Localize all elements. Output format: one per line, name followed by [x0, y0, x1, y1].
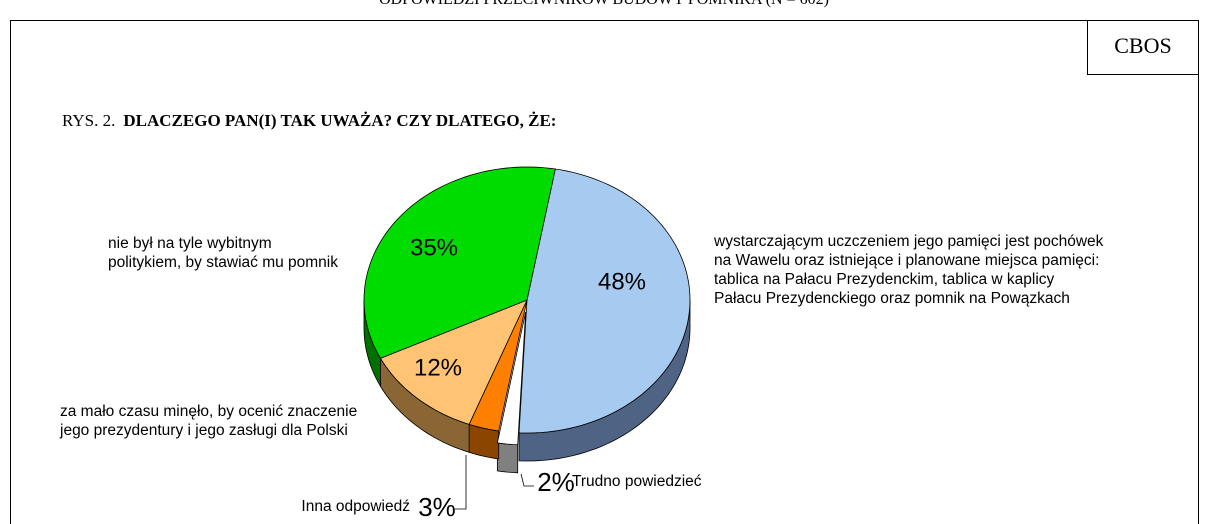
slice — [379, 299, 528, 425]
slice — [363, 166, 556, 359]
header-line: ODPOWIEDZI PRZECIWNIKÓW BUDOWY POMNIKA (… — [379, 0, 829, 8]
leader-line — [455, 455, 467, 510]
value-label: 2% — [537, 467, 575, 497]
chart-title: DLACZEGO PAN(I) TAK UWAŻA? CZY DLATEGO, … — [123, 111, 556, 130]
frame — [10, 20, 1199, 524]
value-label: 12% — [414, 354, 462, 381]
category-label: wystarczającym uczczeniem jego pamięci j… — [714, 233, 1104, 307]
slice-side — [496, 442, 519, 474]
value-label: 48% — [598, 268, 646, 295]
category-label: nie był na tyle wybitnym politykiem, by … — [108, 235, 338, 271]
figure-label: RYS. 2. DLACZEGO PAN(I) TAK UWAŻA? CZY DL… — [62, 111, 556, 130]
slice — [496, 311, 527, 446]
value-label: 3% — [418, 492, 456, 522]
source: CBOS — [1114, 33, 1171, 58]
leader-line — [520, 473, 534, 487]
source-box — [1087, 20, 1199, 75]
category-label: za mało czasu minęło, by ocenić znaczeni… — [60, 403, 358, 439]
slice — [468, 299, 528, 432]
slice — [518, 168, 691, 434]
category-label: Trudno powiedzieć — [572, 473, 702, 490]
figure-number: RYS. 2. — [62, 111, 115, 130]
category-label: Inna odpowiedź — [301, 498, 410, 515]
value-label: 35% — [410, 234, 458, 261]
